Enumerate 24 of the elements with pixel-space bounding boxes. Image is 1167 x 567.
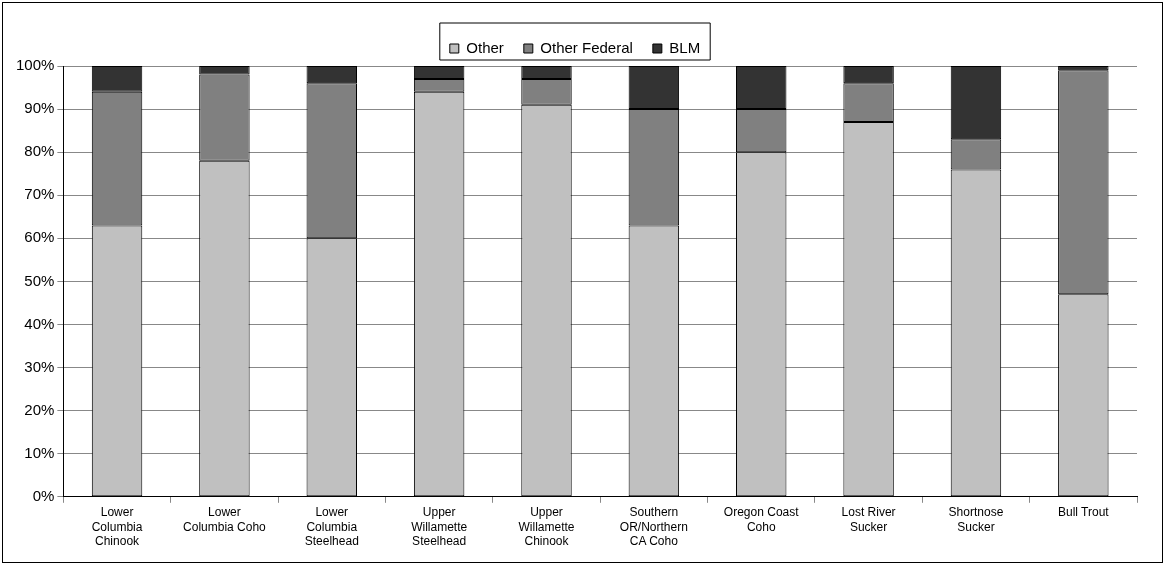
- x-tick-label: Oregon Coast Coho: [723, 505, 800, 534]
- y-tick-label: 50%: [24, 271, 55, 289]
- x-tick-label: Southern OR/Northern CA Coho: [619, 505, 688, 549]
- y-tick-label: 40%: [24, 314, 55, 332]
- y-tick-label: 30%: [24, 357, 55, 375]
- y-tick-label: 70%: [24, 185, 55, 203]
- x-tick-label: Upper Willamette Chinook: [518, 505, 575, 549]
- legend-label: BLM: [669, 38, 701, 56]
- legend-label: Other Federal: [540, 38, 633, 56]
- x-tick-label: Upper Willamette Steelhead: [411, 505, 468, 549]
- y-tick-label: 60%: [24, 228, 55, 246]
- y-tick-label: 100%: [15, 56, 55, 74]
- y-tick-label: 20%: [24, 400, 55, 418]
- y-tick-label: 10%: [24, 443, 55, 461]
- legend-label: Other: [466, 38, 504, 56]
- x-tick-label: Shortnose Sucker: [948, 505, 1004, 534]
- x-tick-label: Lower Columbia Coho: [183, 505, 267, 534]
- y-tick-label: 0%: [32, 486, 55, 504]
- x-tick-label: Lower Columbia Steelhead: [304, 505, 359, 549]
- y-tick-label: 80%: [24, 142, 55, 160]
- x-tick-label: Bull Trout: [1057, 505, 1110, 520]
- y-tick-label: 90%: [24, 99, 55, 117]
- x-tick-label: Lower Columbia Chinook: [91, 505, 143, 549]
- x-tick-label: Lost River Sucker: [841, 505, 896, 534]
